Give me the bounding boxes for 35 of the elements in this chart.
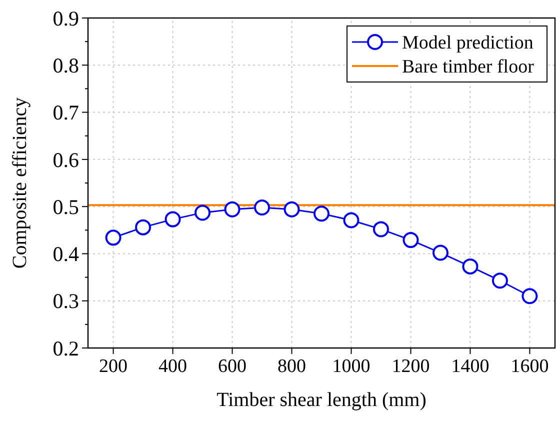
point [164, 211, 181, 228]
x-tick-label: 1400 [451, 356, 490, 377]
x-tick-label: 400 [158, 356, 188, 377]
point [105, 230, 122, 246]
x-tick-label: 600 [218, 356, 247, 377]
point [194, 204, 211, 221]
point [254, 200, 270, 216]
point [372, 221, 389, 238]
y-tick-label: 0.9 [52, 6, 79, 30]
point [135, 219, 152, 236]
x-tick-label: 1000 [332, 356, 370, 377]
y-tick-label: 0.3 [52, 289, 79, 314]
y-tick-label: 0.8 [52, 53, 79, 78]
point [522, 288, 538, 304]
x-tick-label: 1600 [510, 356, 549, 377]
x-axis-title: Timber shear length (mm) [216, 389, 426, 411]
y-tick-label: 0.4 [52, 242, 80, 266]
point [432, 244, 448, 261]
x-tick-label: 800 [278, 356, 306, 377]
point [462, 258, 478, 274]
y-tick-label: 0.2 [52, 336, 79, 360]
y-tick-label: 0.6 [52, 148, 79, 172]
legend-label: Model prediction [402, 32, 534, 54]
point [343, 212, 360, 228]
point [284, 201, 300, 218]
point [224, 201, 240, 218]
point [314, 206, 330, 222]
y-tick-label: 0.7 [52, 100, 79, 125]
x-tick-label: 1200 [392, 356, 430, 377]
x-tick-label: 200 [99, 356, 128, 377]
legend-label: Bare timber floor [402, 56, 535, 78]
point [402, 232, 419, 248]
y-tick-label: 0.5 [52, 194, 79, 219]
point [492, 272, 508, 289]
y-axis-title: Composite efficiency [9, 97, 31, 269]
